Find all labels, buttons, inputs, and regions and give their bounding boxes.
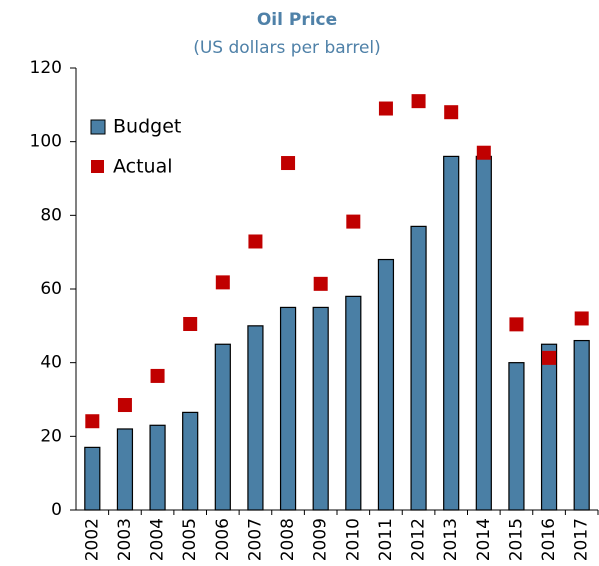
bar: [149, 424, 166, 511]
x-tick-label: 2006: [213, 518, 233, 561]
x-tick-label: 2010: [343, 518, 363, 561]
x-tick-label: 2004: [148, 518, 168, 561]
y-tick-label: 120: [30, 58, 62, 78]
legend-label: Actual: [113, 156, 173, 178]
legend-swatch: [90, 119, 106, 135]
marker: [117, 398, 132, 413]
marker: [248, 234, 263, 249]
marker: [411, 94, 426, 109]
marker: [476, 145, 491, 160]
marker: [346, 214, 361, 229]
bar: [247, 325, 264, 511]
x-tick-label: 2012: [409, 518, 429, 561]
marker: [509, 317, 524, 332]
x-tick-label: 2017: [572, 518, 592, 561]
y-tick-label: 0: [51, 500, 62, 520]
marker: [574, 311, 589, 326]
y-tick-label: 100: [30, 132, 62, 152]
bar: [508, 362, 525, 511]
x-tick-label: 2016: [539, 518, 559, 561]
bar: [345, 295, 362, 511]
y-tick-label: 60: [40, 279, 62, 299]
legend-label: Budget: [113, 116, 181, 138]
x-tick-label: 2003: [115, 518, 135, 561]
marker: [313, 276, 328, 291]
marker: [215, 275, 230, 290]
x-tick-label: 2015: [506, 518, 526, 561]
bar: [182, 411, 199, 511]
bar: [279, 306, 297, 511]
bar: [573, 339, 590, 511]
bar: [84, 446, 101, 511]
bar: [312, 306, 329, 511]
marker: [444, 105, 459, 120]
marker: [378, 101, 393, 116]
legend-swatch: [91, 160, 104, 173]
x-tick-label: 2009: [311, 518, 331, 561]
marker: [281, 156, 296, 171]
y-tick-label: 20: [40, 426, 62, 446]
bar: [540, 343, 558, 511]
marker: [150, 368, 165, 383]
marker: [183, 316, 198, 331]
x-tick-label: 2008: [278, 518, 298, 561]
x-tick-label: 2013: [441, 518, 461, 561]
bar: [410, 225, 427, 511]
marker: [85, 414, 100, 429]
y-tick-label: 40: [40, 353, 62, 373]
bar: [443, 155, 460, 511]
marker: [542, 350, 557, 365]
x-tick-label: 2011: [376, 518, 396, 561]
bar: [475, 155, 492, 511]
x-tick-label: 2007: [245, 518, 265, 561]
bar: [214, 343, 231, 511]
x-tick-label: 2014: [474, 518, 494, 561]
bar: [116, 428, 134, 511]
x-tick-label: 2005: [180, 518, 200, 561]
chart-title: Oil Price: [257, 10, 337, 30]
bar: [377, 258, 395, 511]
y-tick-label: 80: [40, 205, 62, 225]
x-tick-label: 2002: [82, 518, 102, 561]
chart-subtitle: (US dollars per barrel): [193, 38, 381, 58]
